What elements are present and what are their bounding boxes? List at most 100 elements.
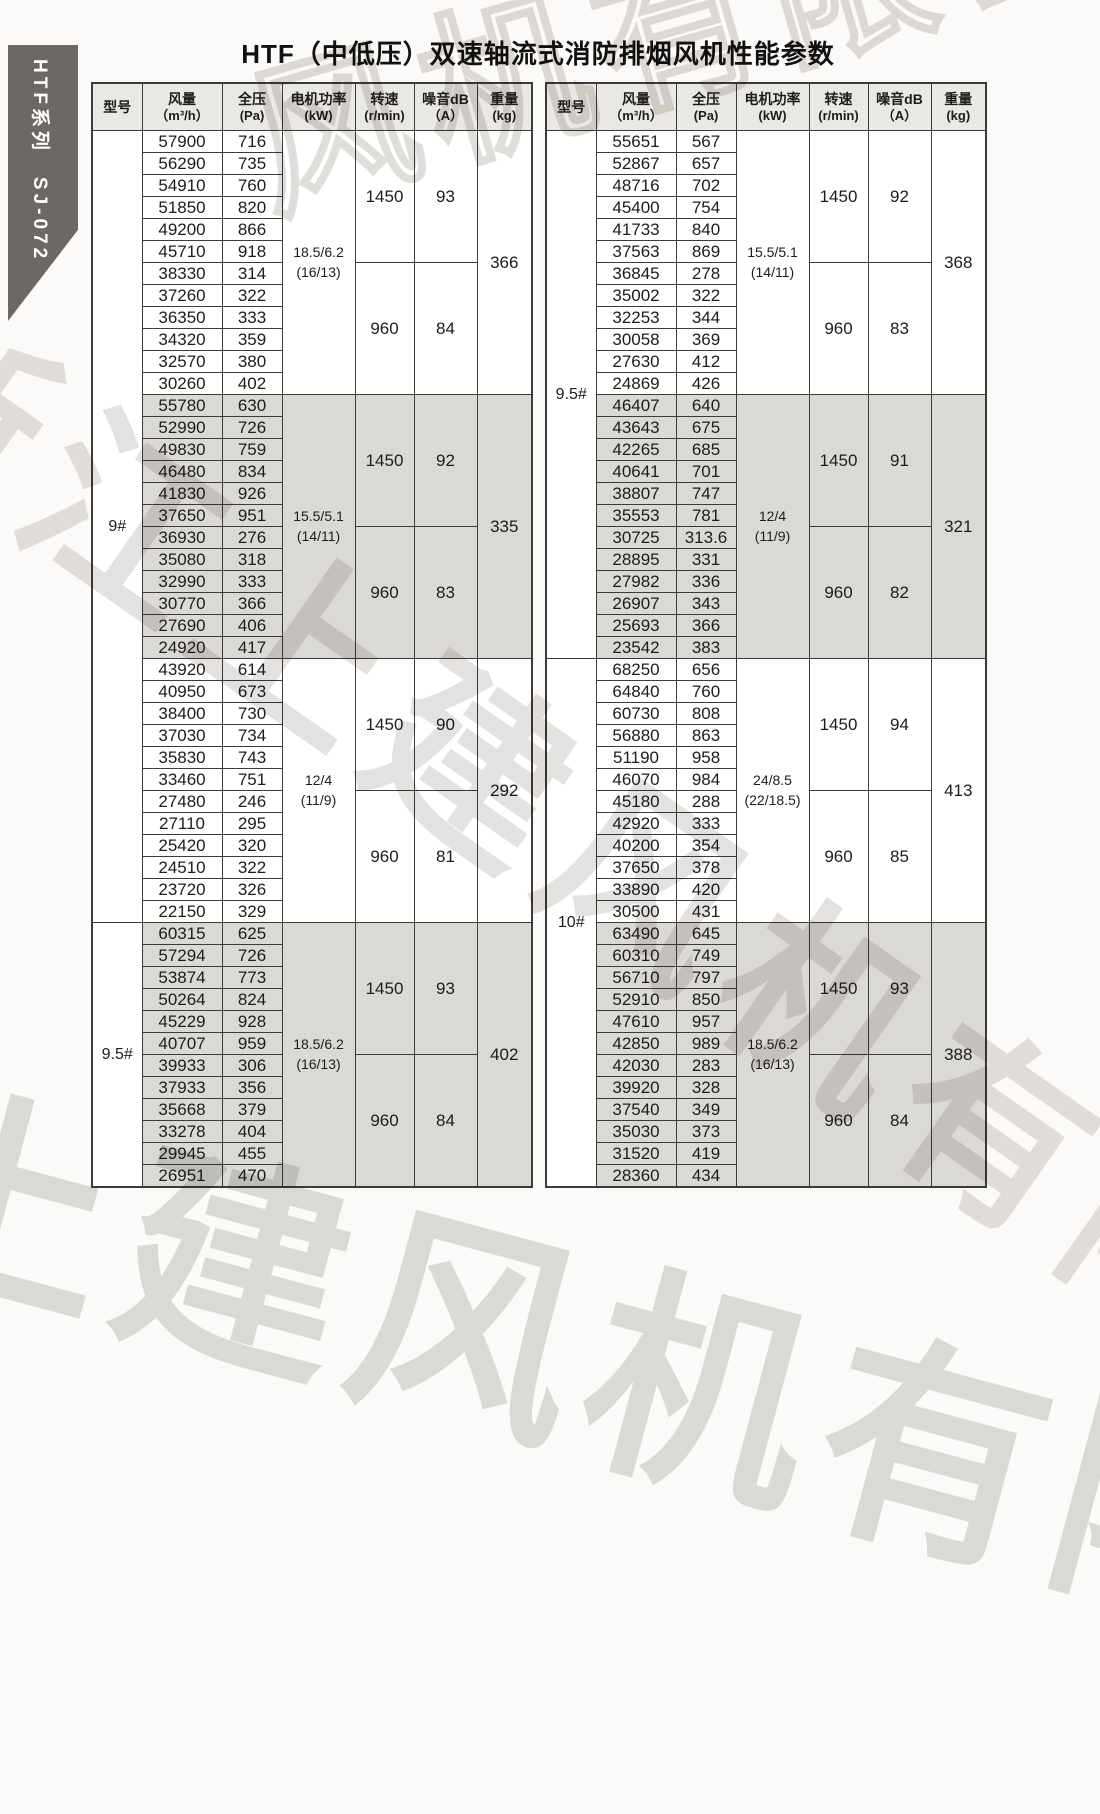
speed-cell: 960 <box>808 790 869 923</box>
table-row: 28895 331 <box>546 548 986 571</box>
flow-cell: 32253 <box>595 306 677 329</box>
pressure-cell: 343 <box>675 592 737 615</box>
pressure-cell: 379 <box>221 1098 283 1121</box>
pressure-cell: 412 <box>675 350 737 373</box>
pressure-cell: 329 <box>221 900 283 923</box>
table-row: 43920 614 12/4 (11/9) 1450 90 292 <box>92 658 533 923</box>
noise-cell: 83 <box>413 526 478 659</box>
col-header-model: 型号 <box>91 82 143 131</box>
pressure-cell: 288 <box>675 790 737 813</box>
pressure-cell: 850 <box>675 988 737 1011</box>
table-row: 29945 455 <box>92 1142 532 1165</box>
noise-cell: 93 <box>413 130 478 263</box>
pressure-cell: 984 <box>675 768 737 791</box>
noise-cell: 82 <box>867 526 932 659</box>
flow-cell: 33890 <box>595 878 677 901</box>
pressure-cell: 734 <box>221 724 283 747</box>
flow-cell: 46070 <box>595 768 677 791</box>
flow-cell: 52990 <box>141 416 223 439</box>
flow-cell: 25693 <box>595 614 677 637</box>
table-row: 46480 834 <box>92 460 532 483</box>
table-row: 27690 406 <box>92 614 532 637</box>
pressure-cell: 333 <box>221 570 283 593</box>
flow-cell: 32570 <box>141 350 223 373</box>
power-cell: 24/8.5 (22/18.5) <box>735 658 810 923</box>
flow-cell: 57900 <box>141 130 223 153</box>
pressure-cell: 759 <box>221 438 283 461</box>
pressure-cell: 614 <box>221 658 283 681</box>
pressure-cell: 918 <box>221 240 283 263</box>
pressure-cell: 328 <box>675 1076 737 1099</box>
flow-cell: 41733 <box>595 218 677 241</box>
table-row: 24920 417 <box>92 636 532 659</box>
power-cell: 15.5/5.1 (14/11) <box>735 130 810 395</box>
model-cell: 9# <box>91 130 143 923</box>
speed-cell: 960 <box>808 526 869 659</box>
noise-cell: 92 <box>413 394 478 527</box>
pressure-cell: 675 <box>675 416 737 439</box>
col-header-speed: 转速 (r/min) <box>808 82 869 131</box>
flow-cell: 55780 <box>141 394 223 417</box>
flow-cell: 56290 <box>141 152 223 175</box>
flow-cell: 38400 <box>141 702 223 725</box>
flow-cell: 27690 <box>141 614 223 637</box>
table-row: 9.5# 60315 625 18.5/6.2 (16/13) 1450 93 402 <box>91 922 533 1188</box>
table-row: 60310 749 <box>546 944 986 967</box>
flow-cell: 60730 <box>595 702 677 725</box>
table-row: 37650 951 <box>92 504 532 527</box>
weight-cell: 292 <box>476 658 533 923</box>
weight-cell: 321 <box>930 394 987 659</box>
model-cell: 10# <box>545 658 597 1188</box>
speed-cell: 960 <box>354 1054 415 1188</box>
power-cell: 15.5/5.1 (14/11) <box>281 394 356 659</box>
pressure-cell: 373 <box>675 1120 737 1143</box>
flow-cell: 38330 <box>141 262 223 285</box>
noise-cell: 91 <box>867 394 932 527</box>
flow-cell: 35553 <box>595 504 677 527</box>
flow-cell: 42265 <box>595 438 677 461</box>
page-title: HTF（中低压）双速轴流式消防排烟风机性能参数 <box>241 39 835 69</box>
flow-cell: 26907 <box>595 592 677 615</box>
pressure-cell: 959 <box>221 1032 283 1055</box>
pressure-cell: 735 <box>221 152 283 175</box>
table-row: 24510 322 <box>92 856 532 879</box>
pressure-cell: 356 <box>221 1076 283 1099</box>
flow-cell: 23720 <box>141 878 223 901</box>
pressure-cell: 701 <box>675 460 737 483</box>
col-header-speed: 转速 (r/min) <box>354 82 415 131</box>
flow-cell: 34320 <box>141 328 223 351</box>
table-row: 46070 984 <box>546 768 986 791</box>
flow-cell: 32990 <box>141 570 223 593</box>
flow-cell: 35830 <box>141 746 223 769</box>
flow-cell: 30725 <box>595 526 677 549</box>
col-header-noise: 噪音dB （A） <box>413 82 478 131</box>
flow-cell: 51850 <box>141 196 223 219</box>
table-row: 64840 760 <box>546 680 986 703</box>
flow-cell: 45180 <box>595 790 677 813</box>
pressure-cell: 656 <box>675 658 737 681</box>
col-header-flow: 风量 （m³/h） <box>141 82 223 131</box>
pressure-cell: 369 <box>675 328 737 351</box>
flow-cell: 24920 <box>141 636 223 659</box>
pressure-cell: 716 <box>221 130 283 153</box>
table-row: 51190 958 <box>546 746 986 769</box>
table-row: 35553 781 <box>546 504 986 527</box>
col-header-power: 电机功率 (kW) <box>735 82 810 131</box>
table-row: 31520 419 <box>546 1142 986 1165</box>
noise-cell: 81 <box>413 790 478 923</box>
noise-cell: 90 <box>413 658 478 791</box>
flow-cell: 28360 <box>595 1164 677 1188</box>
flow-cell: 64840 <box>595 680 677 703</box>
flow-cell: 37563 <box>595 240 677 263</box>
flow-cell: 42850 <box>595 1032 677 1055</box>
noise-cell: 83 <box>867 262 932 395</box>
flow-cell: 30500 <box>595 900 677 923</box>
table-row: 56880 863 <box>546 724 986 747</box>
flow-cell: 37650 <box>595 856 677 879</box>
pressure-cell: 326 <box>221 878 283 901</box>
weight-cell: 413 <box>930 658 987 923</box>
table-row: 40641 701 <box>546 460 986 483</box>
flow-cell: 41830 <box>141 482 223 505</box>
speed-cell: 1450 <box>808 922 869 1055</box>
flow-cell: 68250 <box>595 658 677 681</box>
